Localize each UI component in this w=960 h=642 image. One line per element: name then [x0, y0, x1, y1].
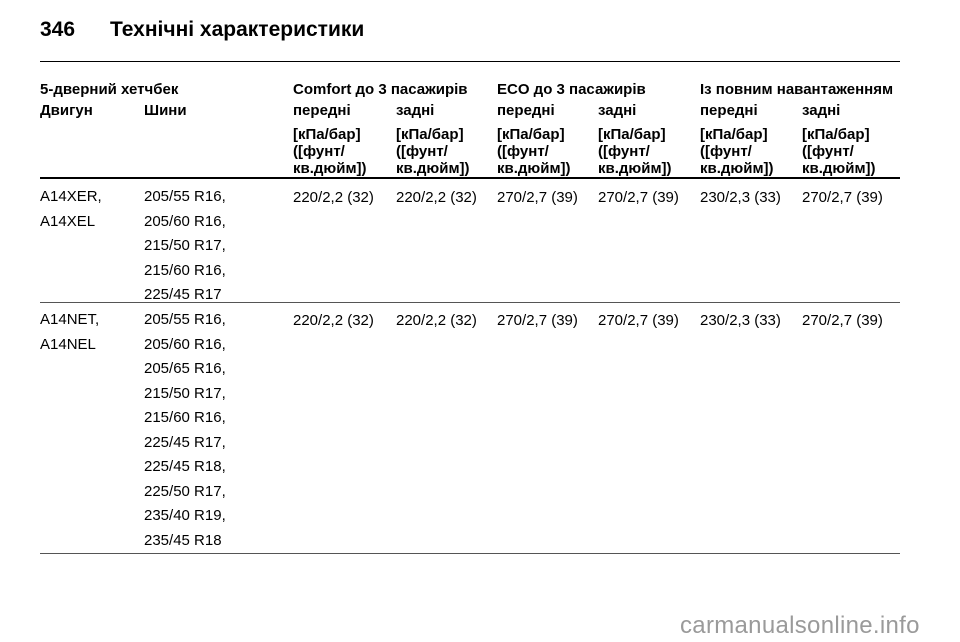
row-separator: [40, 302, 900, 303]
unit-full-front: [кПа/бар] ([фунт/кв.дюйм]): [700, 126, 774, 177]
unit-eco-rear: [кПа/бар] ([фунт/кв.дюйм]): [598, 126, 672, 177]
group-header-comfort: Comfort до 3 пасажирів: [293, 81, 468, 98]
table-bottom-rule: [40, 553, 900, 554]
sub-header-full-front: передні: [700, 102, 758, 119]
unit-full-rear: [кПа/бар] ([фунт/кв.дюйм]): [802, 126, 876, 177]
row1-tires: 205/55 R16, 205/60 R16, 215/50 R17, 215/60 …: [144, 188, 226, 303]
row2-full-front: 230/2,3 (33): [700, 312, 781, 329]
row2-comfort-front: 220/2,2 (32): [293, 312, 374, 329]
group-header-eco: ECO до 3 пасажирів: [497, 81, 646, 98]
row1-comfort-front: 220/2,2 (32): [293, 189, 374, 206]
row2-tires: 205/55 R16, 205/60 R16, 205/65 R16, 215/50 …: [144, 311, 226, 549]
row2-engine: A14NET, A14NEL: [40, 311, 100, 353]
sub-header-eco-front: передні: [497, 102, 555, 119]
row2-eco-rear: 270/2,7 (39): [598, 312, 679, 329]
unit-comfort-rear: [кПа/бар] ([фунт/кв.дюйм]): [396, 126, 470, 177]
row1-eco-front: 270/2,7 (39): [497, 189, 578, 206]
sub-header-engine: Двигун: [40, 102, 93, 119]
watermark: carmanualsonline.info: [680, 612, 920, 639]
sub-header-comfort-front: передні: [293, 102, 351, 119]
row1-full-rear: 270/2,7 (39): [802, 189, 883, 206]
row1-comfort-rear: 220/2,2 (32): [396, 189, 477, 206]
row2-eco-front: 270/2,7 (39): [497, 312, 578, 329]
row1-engine: A14XER, A14XEL: [40, 188, 102, 230]
sub-header-full-rear: задні: [802, 102, 841, 119]
row1-eco-rear: 270/2,7 (39): [598, 189, 679, 206]
sub-header-tires: Шини: [144, 102, 187, 119]
sub-header-comfort-rear: задні: [396, 102, 435, 119]
row2-full-rear: 270/2,7 (39): [802, 312, 883, 329]
group-header-full: Із повним навантаженням: [700, 81, 894, 98]
unit-comfort-front: [кПа/бар] ([фунт/кв.дюйм]): [293, 126, 367, 177]
page-header: 346 Технічні характеристики: [40, 18, 364, 48]
unit-eco-front: [кПа/бар] ([фунт/кв.дюйм]): [497, 126, 571, 177]
sub-header-eco-rear: задні: [598, 102, 637, 119]
table-header-rule: [40, 177, 900, 179]
page-number: 346: [40, 18, 76, 41]
row1-full-front: 230/2,3 (33): [700, 189, 781, 206]
group-header-body: 5-дверний хетчбек: [40, 81, 179, 98]
row2-comfort-rear: 220/2,2 (32): [396, 312, 477, 329]
page-title: Технічні характеристики: [110, 18, 365, 41]
header-rule: [40, 61, 900, 62]
